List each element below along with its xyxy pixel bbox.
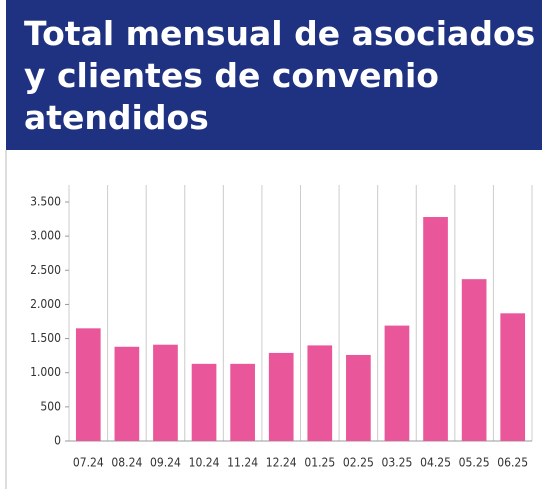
x-tick-label: 11.24 xyxy=(227,456,258,470)
chart-title-line: Total mensual de asociados xyxy=(24,14,535,53)
x-tick-label: 06.25 xyxy=(497,456,528,470)
y-tick-label: 2.500 xyxy=(30,263,61,277)
y-tick-label: 3.500 xyxy=(30,195,61,209)
x-tick-label: 12.24 xyxy=(266,456,297,470)
y-tick-label: 2.000 xyxy=(30,297,61,311)
bar xyxy=(114,346,140,441)
bar xyxy=(346,354,371,441)
x-tick-label: 03.25 xyxy=(382,456,413,470)
chart-title-line: y clientes de convenio xyxy=(24,56,439,95)
y-tick-label: 500 xyxy=(40,399,61,413)
y-tick-label: 0 xyxy=(54,434,61,448)
title-banner xyxy=(6,0,542,150)
bar xyxy=(500,313,526,441)
bar xyxy=(307,345,333,441)
bar xyxy=(75,328,101,441)
x-tick-label: 10.24 xyxy=(189,456,220,470)
bar xyxy=(268,352,294,441)
bar xyxy=(153,344,178,441)
y-tick-label: 1.000 xyxy=(30,365,61,379)
bar xyxy=(461,279,487,441)
chart-title-line: atendidos xyxy=(24,98,209,137)
x-tick-label: 08.24 xyxy=(111,456,142,470)
x-tick-label: 07.24 xyxy=(73,456,104,470)
y-tick-label: 3.000 xyxy=(30,229,61,243)
bar xyxy=(230,363,255,441)
bar xyxy=(191,363,217,441)
bar xyxy=(384,325,410,441)
x-tick-label: 02.25 xyxy=(343,456,374,470)
x-tick-label: 01.25 xyxy=(304,456,335,470)
bar xyxy=(423,217,448,441)
x-tick-label: 04.25 xyxy=(420,456,451,470)
y-tick-label: 1.500 xyxy=(30,331,61,345)
x-tick-label: 05.25 xyxy=(459,456,490,470)
x-tick-label: 09.24 xyxy=(150,456,181,470)
